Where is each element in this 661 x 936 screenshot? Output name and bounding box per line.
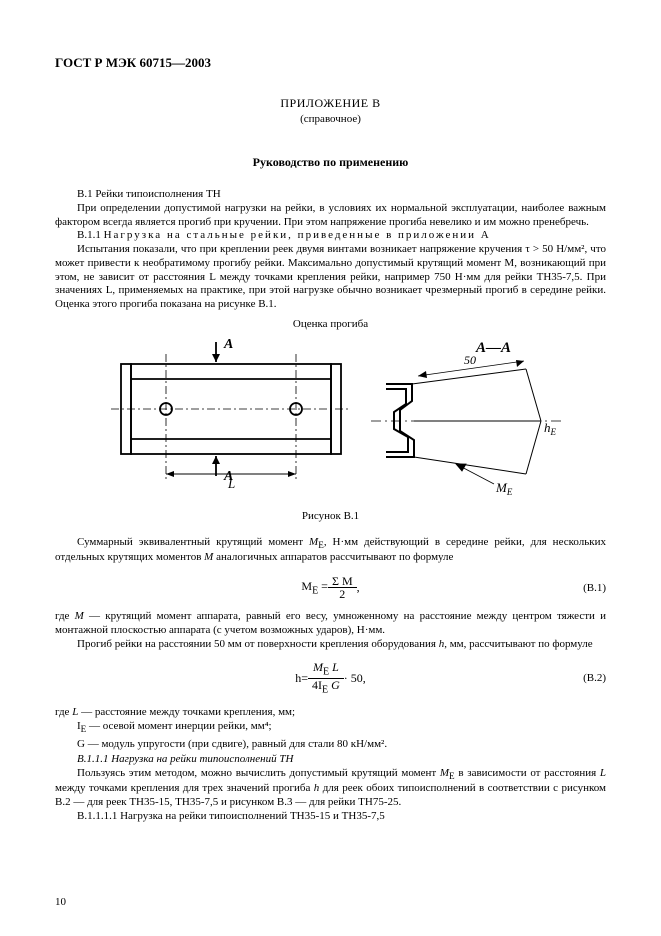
paragraph-4-where: где M — крутящий момент аппарата, равный…	[55, 610, 606, 638]
page-number: 10	[55, 896, 66, 908]
p3-symbol-m2: M	[204, 551, 213, 563]
p3-text-a: Суммарный эквивалентный крутящий момент	[77, 536, 309, 548]
p4-where: где	[55, 610, 75, 622]
figure-b1: A A L A—A	[55, 334, 606, 504]
where-line-3: G — модуль упругости (при сдвиге), равны…	[55, 737, 606, 751]
document-id: ГОСТ Р МЭК 60715—2003	[55, 55, 606, 71]
figure-title: Оценка прогиба	[55, 318, 606, 330]
formula-b1-lhs: ME =	[301, 579, 328, 596]
p6-sym-l: L	[600, 767, 606, 779]
section-a-top-label: A	[223, 337, 233, 352]
formula-b2: h = ME L 4IE G · 50, (В.2)	[55, 661, 606, 695]
paragraph-5: Прогиб рейки на расстоянии 50 мм от пове…	[55, 638, 606, 652]
formula-b1-fraction: Σ M 2	[328, 575, 357, 600]
p5-text-a: Прогиб рейки на расстоянии 50 мм от пове…	[77, 638, 439, 650]
formula-b1-den: 2	[328, 588, 357, 600]
figure-b1-svg: A A L A—A	[96, 334, 566, 504]
where-line-2: IE — осевой момент инерции рейки, мм⁴;	[55, 719, 606, 736]
p6-text-b: в зависимости от расстояния	[455, 767, 600, 779]
dimension-l-label: L	[227, 476, 235, 491]
section-b1-heading: В.1 Рейки типоисполнения ТН	[55, 188, 606, 202]
paragraph-2: Испытания показали, что при креплении ре…	[55, 243, 606, 312]
p6-text-a: Пользуясь этим методом, можно вычислить …	[77, 767, 440, 779]
formula-b2-number: (В.2)	[583, 672, 606, 684]
formula-b2-den: 4IE G	[308, 679, 344, 695]
section-b11-spaced: Нагрузка на стальные рейки, приведенные …	[104, 229, 491, 241]
section-aa-label: A—A	[475, 340, 511, 356]
figure-caption: Рисунок В.1	[55, 510, 606, 522]
p3-text-c: аналогичных аппаратов рассчитывают по фо…	[213, 551, 453, 563]
section-b11-heading: В.1.1 Нагрузка на стальные рейки, привед…	[55, 229, 606, 243]
section-b1111-heading: В.1.1.1.1 Нагрузка на рейки типоисполнен…	[55, 810, 606, 824]
formula-b2-tail: · 50,	[344, 671, 366, 686]
he-symbol: hE	[544, 420, 557, 437]
formula-b1-number: (В.1)	[583, 582, 606, 594]
paragraph-6: Пользуясь этим методом, можно вычислить …	[55, 767, 606, 810]
formula-b2-num: ME L	[308, 661, 344, 678]
where-block: где L — расстояние между точками креплен…	[55, 705, 606, 751]
paragraph-1: При определении допустимой нагрузки на р…	[55, 202, 606, 230]
p6-text-c: между точками крепления для трех значени…	[55, 782, 314, 794]
formula-b2-fraction: ME L 4IE G	[308, 661, 344, 695]
appendix-subtitle: (справочное)	[55, 113, 606, 125]
p4-text: — крутящий момент аппарата, равный его в…	[55, 610, 606, 636]
p5-text-b: , мм, рассчитывают по формуле	[444, 638, 592, 650]
p6-sym-m: M	[440, 767, 449, 779]
p4-symbol: M	[75, 610, 84, 622]
page: ГОСТ Р МЭК 60715—2003 ПРИЛОЖЕНИЕ В (спра…	[0, 0, 661, 936]
dimension-50-label: 50	[464, 353, 476, 367]
formula-b1: ME = Σ M 2 , (В.1)	[55, 575, 606, 600]
guide-title: Руководство по применению	[55, 155, 606, 170]
me-symbol: ME	[495, 480, 513, 497]
appendix-title: ПРИЛОЖЕНИЕ В	[55, 96, 606, 111]
paragraph-3: Суммарный эквивалентный крутящий момент …	[55, 536, 606, 565]
where-line-1: где L — расстояние между точками креплен…	[55, 705, 606, 719]
section-b111-heading: В.1.1.1 Нагрузка на рейки типоисполнений…	[55, 753, 606, 767]
p3-symbol-m: M	[309, 536, 318, 548]
section-b11-prefix: В.1.1	[77, 229, 104, 241]
